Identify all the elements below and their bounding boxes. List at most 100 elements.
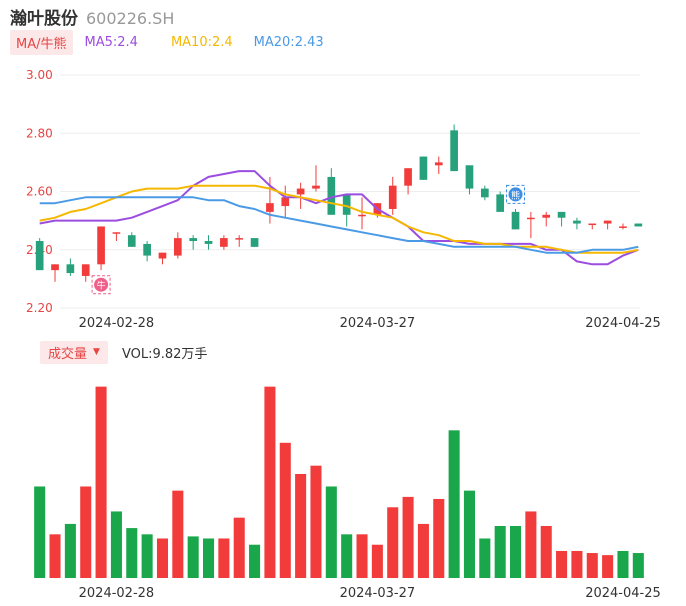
volume-bar [371, 544, 383, 578]
candle [542, 211, 551, 227]
candle-body [527, 217, 535, 220]
candle-body [189, 238, 198, 242]
candle-body [404, 168, 412, 186]
candle [496, 191, 505, 212]
volume-bar [202, 538, 215, 578]
candle-body [112, 232, 121, 234]
candle-body [312, 185, 320, 189]
volume-bar [525, 511, 537, 578]
stock-header: 瀚叶股份 600226.SH [10, 4, 174, 29]
volume-bar [509, 526, 522, 578]
ma20-line [39, 196, 639, 254]
ma5-legend: MA5:2.4 [84, 34, 138, 50]
candle [312, 165, 320, 192]
candle-body [127, 235, 136, 247]
candle [66, 258, 75, 276]
candle-body [480, 188, 489, 198]
volume-bar [156, 538, 169, 578]
candle-body [173, 238, 182, 256]
candle [404, 168, 412, 195]
candle-body [143, 243, 151, 256]
volume-bar [64, 523, 76, 578]
volume-bar [417, 523, 429, 578]
volume-bar [249, 544, 261, 578]
bear-marker-badge [508, 187, 523, 202]
volume-bar [187, 536, 199, 578]
candle [51, 264, 59, 282]
candle-body [419, 156, 428, 180]
volume-bar [494, 526, 506, 578]
volume-bar [387, 507, 399, 578]
candle-body [296, 188, 305, 195]
volume-bars [34, 386, 644, 578]
volume-bar [172, 490, 184, 578]
x-tick-label: 2024-02-28 [79, 316, 155, 331]
ma10-legend: MA10:2.4 [170, 34, 233, 50]
volume-bar [540, 526, 552, 578]
volume-bar [126, 528, 138, 578]
y-tick-label: 2.20 [26, 301, 53, 315]
volume-x-tick-label: 2024-02-28 [79, 586, 155, 601]
candle-body [588, 223, 597, 226]
candle [573, 217, 581, 230]
volume-bar [34, 486, 46, 578]
volume-bar [448, 430, 460, 578]
volume-bar [479, 538, 491, 578]
volume-bar [325, 486, 337, 578]
volume-bar [264, 386, 276, 578]
bull-marker-frame [91, 275, 111, 295]
volume-indicator-tab[interactable]: 成交量 ▼ [40, 340, 108, 364]
candle-body [97, 226, 105, 265]
y-tick-label: 2.60 [26, 185, 53, 199]
volume-x-tick-label: 2024-04-25 [585, 586, 661, 601]
candle-body [434, 162, 443, 166]
candle-body [450, 130, 458, 172]
volume-bar [632, 553, 644, 578]
candle-body [204, 241, 213, 244]
candle [173, 232, 182, 259]
candle [511, 208, 520, 230]
volume-bar [571, 550, 583, 578]
volume-legend: 成交量 ▼ VOL:9.82万手 [40, 340, 208, 364]
candle-body [66, 264, 75, 274]
volume-x-tick-label: 2024-03-27 [340, 586, 416, 601]
candle [634, 223, 643, 227]
volume-bar [602, 555, 614, 578]
candle-body [51, 264, 59, 271]
volume-bar [295, 474, 307, 578]
candle [419, 156, 428, 180]
volume-bar [341, 534, 353, 578]
bull-marker: 牛 [91, 275, 111, 295]
bear-marker-label: 熊 [511, 189, 520, 201]
candle [603, 220, 612, 230]
ma-indicator-tab[interactable]: MA/牛熊 [10, 29, 73, 55]
bear-marker-frame [506, 184, 526, 204]
candle [35, 238, 44, 271]
candles [35, 124, 643, 282]
candle-body [634, 223, 643, 227]
candle [327, 168, 336, 215]
candle [619, 223, 627, 230]
volume-value: VOL:9.82万手 [121, 346, 208, 362]
candle-body [281, 197, 290, 207]
candle-body [266, 203, 274, 212]
candle-body [465, 165, 474, 189]
candle-body [220, 238, 228, 247]
candle [250, 238, 259, 247]
candle [342, 194, 351, 227]
volume-bar [402, 496, 414, 578]
candle-body [235, 238, 244, 240]
volume-bar [95, 386, 107, 578]
volume-bar [80, 486, 92, 578]
candle [81, 264, 90, 282]
candle [358, 197, 366, 230]
candle [204, 235, 213, 250]
bear-marker: 熊 [506, 184, 526, 204]
candle [97, 226, 105, 271]
ma10-line [39, 184, 639, 254]
volume-bar [110, 511, 122, 578]
x-tick-label: 2024-03-27 [340, 316, 416, 331]
candle [112, 232, 121, 242]
candle [450, 124, 458, 172]
candle-body [250, 238, 259, 247]
